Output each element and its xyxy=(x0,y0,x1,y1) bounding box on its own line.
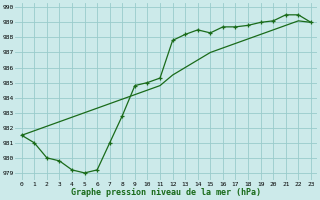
X-axis label: Graphe pression niveau de la mer (hPa): Graphe pression niveau de la mer (hPa) xyxy=(71,188,261,197)
